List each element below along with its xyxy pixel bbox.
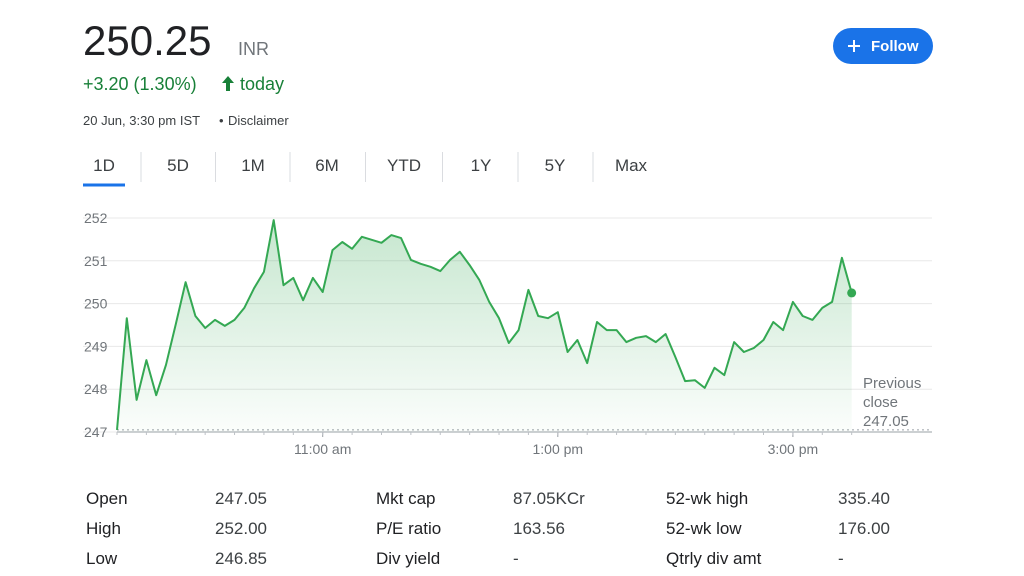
prev-close-annotation: Previous close 247.05 — [863, 374, 933, 431]
stat-label: 52-wk low — [666, 519, 742, 538]
disclaimer[interactable]: Disclaimer — [228, 113, 289, 128]
y-tick-label: 249 — [84, 338, 108, 354]
x-tick-label: 11:00 am — [294, 441, 351, 457]
plus-icon[interactable] — [848, 40, 860, 52]
stat-value: - — [838, 549, 844, 568]
stat-value: 163.56 — [513, 519, 565, 538]
change: +3.20 (1.30%) — [83, 74, 197, 94]
range-tab[interactable]: Max — [615, 156, 648, 175]
stat-label: 52-wk high — [666, 489, 748, 508]
stat-label: P/E ratio — [376, 519, 441, 538]
stat-value: - — [513, 549, 519, 568]
price-area — [117, 220, 852, 432]
range-tab[interactable]: 1D — [93, 156, 115, 175]
follow-label[interactable]: Follow — [871, 38, 919, 55]
prev-close-label: Previous close — [863, 375, 922, 411]
currency: INR — [238, 39, 269, 59]
y-tick-label: 250 — [84, 296, 108, 312]
bullet: • — [219, 113, 224, 128]
price-line — [116, 219, 853, 430]
stat-label: Mkt cap — [376, 489, 436, 508]
stat-value: 335.40 — [838, 489, 890, 508]
stat-value: 247.05 — [215, 489, 267, 508]
prev-close-box: Previous close 247.05 — [863, 374, 933, 431]
y-tick-label: 248 — [84, 381, 108, 397]
up-arrow — [222, 76, 234, 91]
price: 250.25 — [83, 17, 211, 64]
stat-value: 246.85 — [215, 549, 267, 568]
prev-close-value: 247.05 — [863, 413, 909, 430]
range-tab[interactable]: 5Y — [545, 156, 566, 175]
x-tick-label: 3:00 pm — [768, 441, 819, 457]
range-tab[interactable]: 1M — [241, 156, 265, 175]
stat-label: High — [86, 519, 121, 538]
timestamp: 20 Jun, 3:30 pm IST — [83, 113, 200, 128]
stat-label: Open — [86, 489, 128, 508]
range-tab[interactable]: YTD — [387, 156, 421, 175]
x-tick-label: 1:00 pm — [533, 441, 584, 457]
follow-bg[interactable] — [833, 28, 933, 64]
y-tick-label: 247 — [84, 424, 108, 440]
stat-label: Low — [86, 549, 118, 568]
range-tab[interactable]: 1Y — [471, 156, 492, 175]
y-tick-label: 251 — [84, 253, 108, 269]
stat-value: 252.00 — [215, 519, 267, 538]
stat-label: Qtrly div amt — [666, 549, 762, 568]
period: today — [240, 74, 284, 94]
range-tab[interactable]: 6M — [315, 156, 339, 175]
follow-button[interactable]: Follow — [833, 28, 933, 64]
last-price-dot — [847, 288, 857, 298]
stat-value: 176.00 — [838, 519, 890, 538]
range-tab[interactable]: 5D — [167, 156, 189, 175]
y-tick-label: 252 — [84, 210, 108, 226]
stat-label: Div yield — [376, 549, 440, 568]
stat-value: 87.05KCr — [513, 489, 585, 508]
